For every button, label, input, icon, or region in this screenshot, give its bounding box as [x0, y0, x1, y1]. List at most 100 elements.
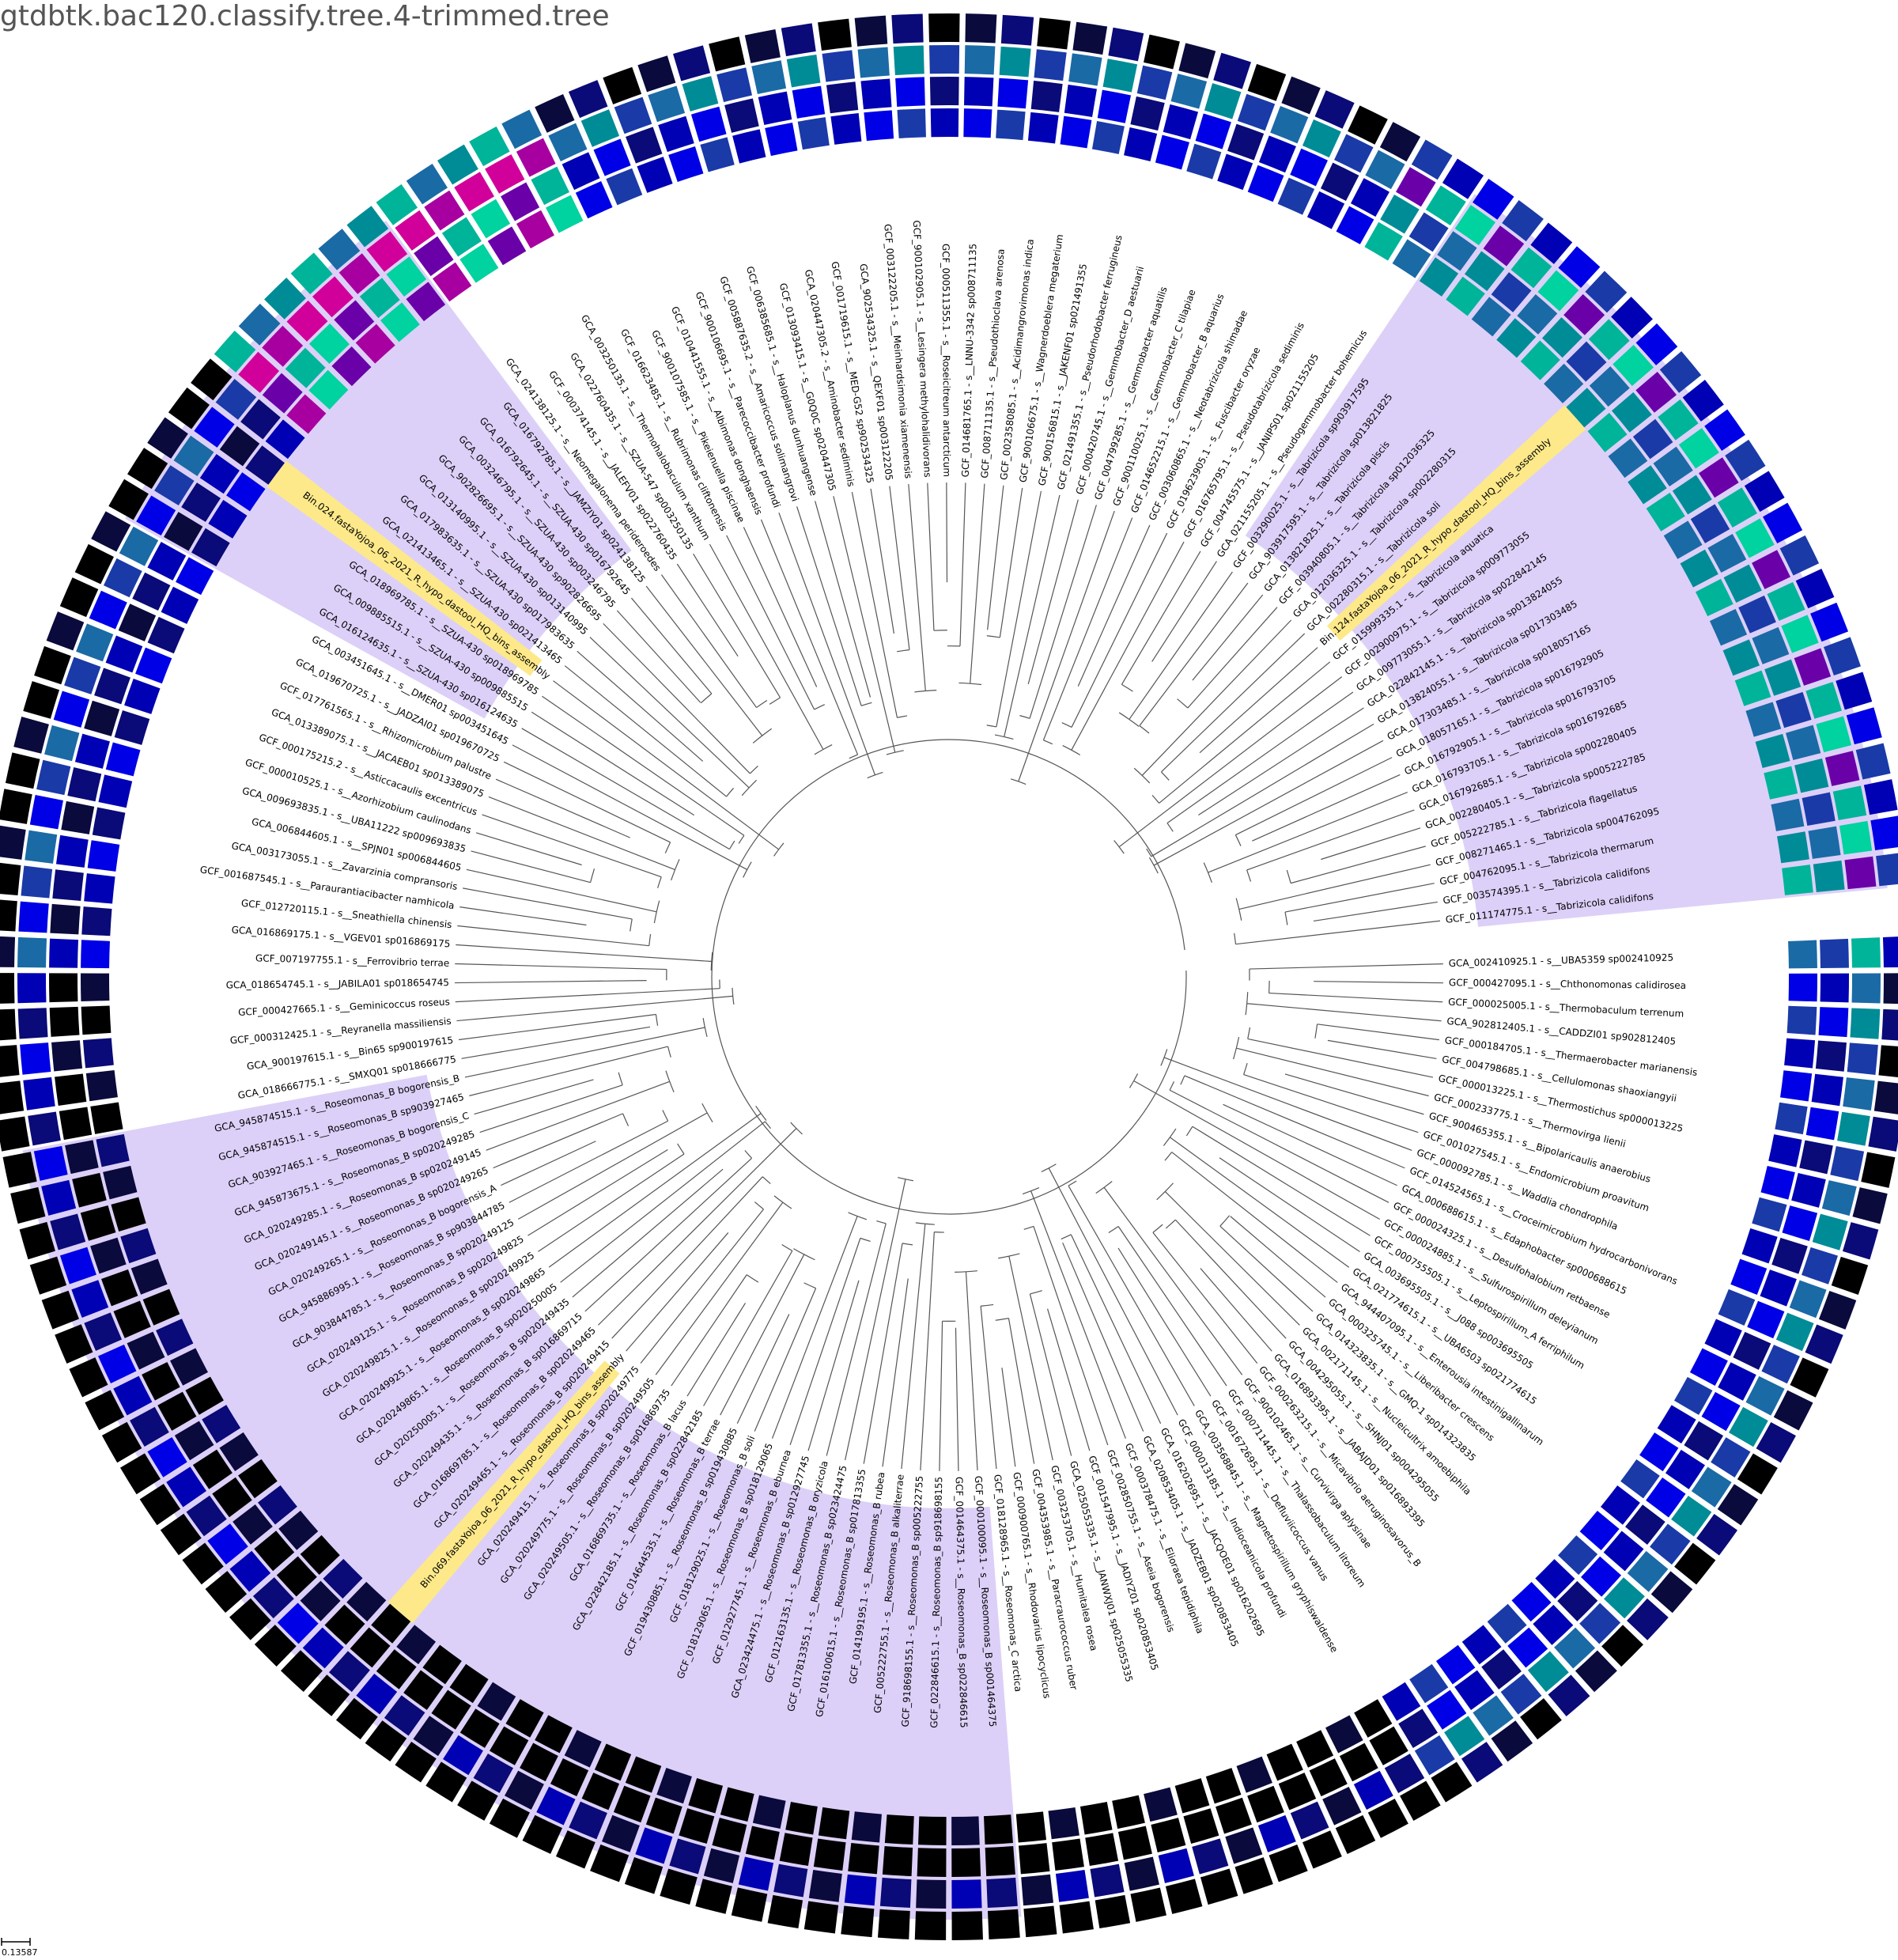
heatmap-cell [238, 1459, 278, 1499]
heatmap-cell [1837, 1111, 1870, 1146]
branch [501, 1141, 596, 1186]
heatmap-cell [1023, 1905, 1057, 1938]
heatmap-cell [1380, 195, 1420, 234]
heatmap-cell [103, 558, 142, 598]
branch-arc [1246, 992, 1249, 1004]
heatmap-cell [818, 18, 852, 51]
heatmap-cell [318, 229, 361, 271]
heatmap-cell [682, 76, 719, 112]
heatmap-cell [34, 645, 71, 685]
heatmap-cell [1350, 178, 1389, 217]
branch-arc [1219, 1215, 1231, 1227]
heatmap-cell [1847, 1042, 1878, 1075]
heatmap-cell [46, 611, 85, 651]
heatmap-cell [1635, 323, 1678, 365]
branch [1219, 1157, 1360, 1252]
heatmap-cell [1027, 112, 1059, 144]
branch-arc [1203, 862, 1209, 873]
heatmap-cell [1281, 76, 1321, 115]
heatmap-cell [1400, 1780, 1441, 1821]
heatmap-cell [1671, 1495, 1712, 1537]
heatmap-cell [1760, 1269, 1797, 1307]
branch [1117, 1226, 1227, 1387]
branch [509, 1120, 668, 1203]
heatmap-cell [1635, 371, 1677, 413]
heatmap-cell [1855, 743, 1891, 780]
heatmap-cell [1382, 1682, 1421, 1721]
branch-arc [894, 750, 904, 753]
heatmap-cell [111, 1197, 146, 1232]
branch-arc [875, 771, 883, 776]
branch [1046, 1308, 1091, 1451]
branch [1048, 1167, 1178, 1416]
branch-arc [986, 725, 997, 728]
heatmap-cell [1427, 1689, 1467, 1730]
heatmap-cell [1659, 350, 1702, 393]
heatmap-cell [1808, 826, 1841, 859]
heatmap-cell [1802, 1247, 1838, 1285]
branch-arc [1165, 1219, 1176, 1229]
branch [603, 622, 751, 774]
heatmap-cell [1064, 85, 1097, 117]
heatmap-cell [822, 50, 856, 82]
heatmap-cell [1059, 1901, 1094, 1934]
branch [959, 482, 966, 646]
heatmap-cell [81, 940, 110, 969]
heatmap-cell [964, 77, 994, 107]
branch [640, 1209, 764, 1364]
heatmap-cell [19, 1221, 55, 1260]
heatmap-cell [1589, 366, 1630, 407]
heatmap-cell [1348, 105, 1388, 145]
branch [1192, 594, 1264, 681]
heatmap-cell [441, 217, 482, 257]
heatmap-cell [1832, 785, 1867, 821]
heatmap-cell [986, 1877, 1018, 1908]
heatmap-cell [13, 717, 49, 754]
heatmap-cell [21, 865, 53, 899]
heatmap-cell [376, 1649, 417, 1689]
heatmap-cell [29, 1256, 67, 1295]
heatmap-cell [854, 15, 888, 47]
branch-arc [1103, 1181, 1113, 1188]
branch-arc [814, 704, 826, 710]
heatmap-cell [690, 106, 727, 142]
heatmap-cell [1566, 341, 1607, 382]
heatmap-cell [1216, 1797, 1252, 1834]
branch [463, 887, 633, 920]
heatmap-cell [113, 1375, 153, 1416]
heatmap-cell [1533, 1604, 1574, 1645]
branch-arc [1245, 1003, 1248, 1016]
heatmap-cell [830, 112, 862, 145]
heatmap-cell [44, 725, 80, 762]
heatmap-cell [826, 81, 859, 114]
scale-bar-label: 0.13587 [2, 1947, 38, 1958]
heatmap-cell [1178, 43, 1216, 79]
heatmap-cell [1744, 471, 1785, 513]
heatmap-cell [669, 1838, 706, 1875]
heatmap-cell [312, 276, 354, 318]
heatmap-cell [930, 108, 959, 138]
branch [577, 650, 704, 762]
branch [1027, 499, 1079, 685]
branch [456, 995, 733, 1022]
branch [503, 761, 671, 843]
heatmap-cell [860, 78, 892, 110]
branch-arc [1160, 1057, 1165, 1066]
heatmap-cell [1217, 153, 1253, 191]
branch [863, 1243, 903, 1464]
heatmap-cell [1632, 418, 1673, 460]
branch [754, 1288, 817, 1432]
heatmap-cell [744, 28, 781, 63]
heatmap-cell [1820, 938, 1849, 968]
heatmap-cell [1824, 751, 1860, 786]
heatmap-cell [59, 577, 99, 618]
heatmap-cell [1136, 65, 1173, 100]
branch [908, 484, 926, 691]
branch [1236, 1047, 1429, 1097]
heatmap-cell [55, 834, 89, 868]
branch-arc [746, 1274, 759, 1283]
heatmap-cell [338, 253, 380, 294]
branch [455, 963, 667, 971]
heatmap-cell [1805, 682, 1842, 719]
heatmap-cell [1639, 1432, 1679, 1472]
